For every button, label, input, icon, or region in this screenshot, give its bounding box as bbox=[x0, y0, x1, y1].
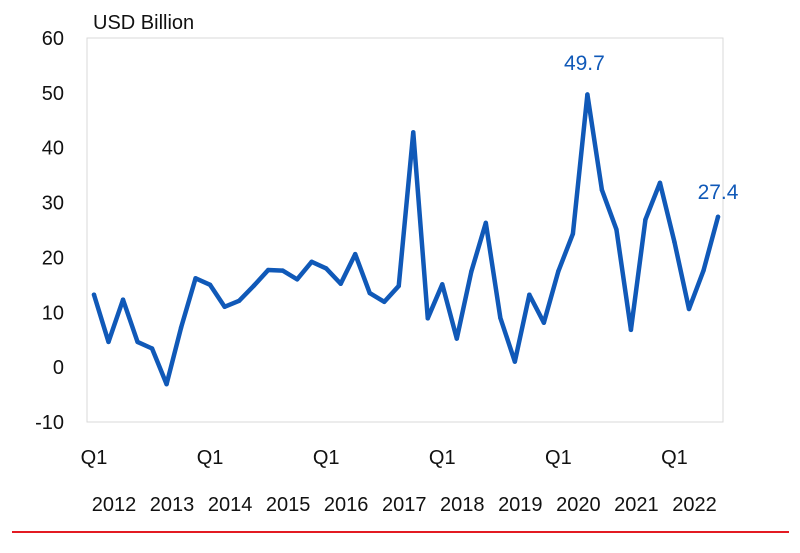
series-point bbox=[265, 267, 271, 273]
x-year-tick-label: 2017 bbox=[382, 494, 427, 516]
y-tick-label: -10 bbox=[35, 412, 64, 434]
y-tick-label: 30 bbox=[42, 193, 64, 215]
series-point bbox=[715, 214, 721, 220]
series-point bbox=[643, 217, 648, 222]
x-quarter-tick-label: Q1 bbox=[197, 447, 224, 469]
y-tick-label: 60 bbox=[42, 28, 64, 50]
series-point bbox=[91, 292, 97, 297]
series-point bbox=[556, 268, 561, 274]
series-point bbox=[367, 290, 372, 296]
x-quarter-tick-label: Q1 bbox=[313, 447, 340, 469]
series-point bbox=[294, 277, 300, 282]
series-point bbox=[207, 282, 213, 288]
series-point bbox=[527, 292, 532, 297]
series-point bbox=[483, 220, 489, 226]
data-labels: 49.7 27.4 bbox=[564, 52, 739, 204]
data-label: 49.7 bbox=[564, 52, 605, 75]
y-tick-label: 50 bbox=[42, 83, 64, 105]
x-axis-year-ticks: 2012 2013 2014 2015 2016 2017 2018 2019 2020 2021… bbox=[92, 494, 717, 516]
series-point bbox=[251, 283, 256, 289]
series-point bbox=[323, 266, 329, 271]
series-point bbox=[178, 325, 184, 330]
series-point bbox=[149, 346, 155, 351]
plot-frame bbox=[86, 37, 724, 423]
series-point bbox=[411, 130, 416, 135]
series-point bbox=[425, 316, 430, 321]
x-year-tick-label: 2019 bbox=[498, 494, 543, 516]
series-point bbox=[135, 339, 140, 345]
series-point bbox=[338, 281, 343, 286]
series-point bbox=[106, 339, 111, 345]
x-quarter-tick-label: Q1 bbox=[429, 447, 456, 469]
series-point bbox=[570, 231, 576, 237]
x-year-tick-label: 2012 bbox=[92, 494, 137, 516]
series-point bbox=[440, 282, 445, 287]
x-year-tick-label: 2018 bbox=[440, 494, 485, 516]
x-year-tick-label: 2020 bbox=[556, 494, 601, 516]
x-quarter-tick-label: Q1 bbox=[545, 447, 572, 469]
data-label: 27.4 bbox=[698, 181, 739, 204]
series-point bbox=[353, 251, 358, 257]
x-year-tick-label: 2013 bbox=[150, 494, 195, 516]
series-point bbox=[498, 315, 503, 320]
x-year-tick-label: 2016 bbox=[324, 494, 369, 516]
series-point bbox=[657, 180, 663, 186]
y-axis-unit-label: USD Billion bbox=[93, 12, 194, 34]
series-point bbox=[236, 298, 242, 303]
y-tick-label: 20 bbox=[42, 247, 64, 269]
y-tick-label: 0 bbox=[53, 357, 64, 379]
series-point bbox=[120, 297, 126, 302]
series-point bbox=[614, 227, 619, 232]
series-point bbox=[585, 92, 590, 97]
x-year-tick-label: 2014 bbox=[208, 494, 253, 516]
y-axis-ticks: -10 0 10 20 30 40 50 60 bbox=[35, 28, 64, 434]
x-quarter-tick-label: Q1 bbox=[81, 447, 108, 469]
series-point bbox=[396, 283, 401, 289]
series-line bbox=[91, 92, 721, 387]
x-year-tick-label: 2022 bbox=[672, 494, 717, 516]
series-point bbox=[469, 269, 474, 274]
series-point bbox=[512, 359, 518, 364]
series-point bbox=[164, 381, 169, 387]
series-point bbox=[454, 336, 459, 341]
x-quarter-tick-label: Q1 bbox=[661, 447, 688, 469]
series-point bbox=[382, 299, 387, 305]
series-point bbox=[599, 187, 605, 193]
series-point bbox=[628, 327, 634, 333]
series-point bbox=[672, 239, 677, 245]
series-point bbox=[222, 304, 227, 309]
series-point bbox=[701, 268, 706, 273]
x-axis-quarter-ticks: Q1 Q1 Q1 Q1 Q1 Q1 bbox=[81, 447, 688, 469]
y-tick-label: 40 bbox=[42, 138, 64, 160]
y-tick-label: 10 bbox=[42, 302, 64, 324]
x-year-tick-label: 2021 bbox=[614, 494, 659, 516]
x-year-tick-label: 2015 bbox=[266, 494, 311, 516]
series-points bbox=[91, 92, 721, 387]
series-point bbox=[541, 320, 547, 325]
series-point bbox=[686, 306, 692, 312]
series-point bbox=[193, 276, 198, 281]
series-point bbox=[280, 268, 285, 273]
series-point bbox=[309, 259, 314, 265]
